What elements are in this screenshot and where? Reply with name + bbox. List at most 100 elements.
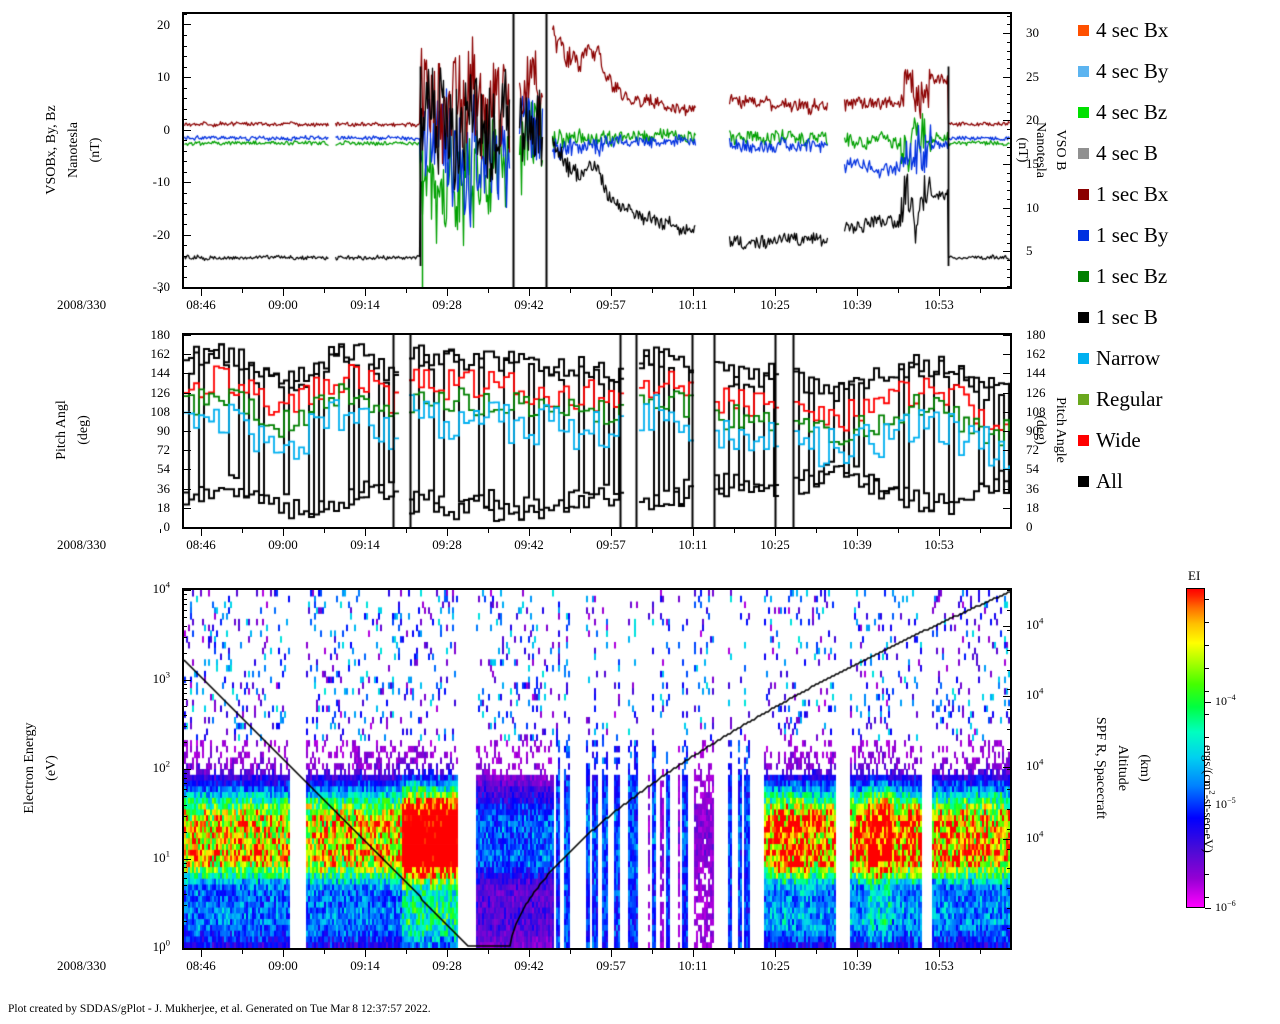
pitch-left-ticklabel-3: 126 (150, 384, 171, 400)
pitch-right-tick-9 (1003, 508, 1012, 509)
mag-right-minortick-8 (1007, 225, 1012, 226)
colorbar-minor-tick-2 (1205, 645, 1209, 647)
pitch-timelabel-1: 09:00 (268, 537, 298, 552)
pitch-timelabel-8: 10:39 (842, 537, 872, 552)
legend-item-1[interactable]: 4 sec By (1078, 51, 1278, 92)
mag-left-minortick--14 (182, 203, 187, 204)
tick-major-mag-5 (611, 289, 612, 296)
spec-right-minortick-17 (1007, 928, 1012, 929)
legend-label-2: 4 sec Bz (1096, 100, 1168, 124)
mag-left-tick-4 (182, 235, 191, 236)
tick-major-spec-9 (939, 950, 940, 957)
spec-timelabel-2: 09:14 (350, 958, 380, 973)
mag-timelabel-5: 09:57 (596, 297, 626, 312)
legend-item-8[interactable]: Narrow (1078, 338, 1278, 379)
mag-right-minortick-4 (1007, 260, 1012, 261)
spec-left-ticklabel-3: 101 (152, 848, 170, 865)
mag-left-minortick-6 (182, 98, 187, 99)
mag-left-tick-1 (182, 77, 191, 78)
pitch-timelabel-0: 08:46 (186, 537, 216, 552)
legend-item-11[interactable]: All (1078, 461, 1278, 502)
legend-label-8: Narrow (1096, 346, 1161, 370)
pitch-right-ticklabel-3: 126 (1026, 384, 1046, 400)
tick-minor-mag-8 (898, 289, 899, 293)
colorbar-minor-tick-7 (1205, 759, 1209, 761)
pitch-right-axis-title-1: (deg) (1033, 415, 1048, 445)
spec-timelabel-0: 08:46 (186, 958, 216, 973)
spec-right-tick-2 (1003, 767, 1012, 768)
tick-major-mag-2 (365, 289, 366, 296)
mag-right-minortick-32 (1007, 16, 1012, 17)
mag-right-minortick-23 (1007, 94, 1012, 95)
spec-left-minortick-0-9 (182, 863, 187, 864)
mag-right-tick-4 (1003, 208, 1012, 209)
spec-right-axis-title-2: (km) (1137, 754, 1152, 782)
mag-left-minortick-8 (182, 88, 187, 89)
spec-right-minortick-6 (1007, 709, 1012, 710)
pitch-right-tick-2 (1003, 373, 1012, 374)
pitch-left-tick-2 (182, 373, 191, 374)
tick-major-mag-7 (775, 289, 776, 296)
tick-minor-mag-3 (488, 289, 489, 293)
mag-timelabel-9: 10:53 (924, 297, 954, 312)
tick-major-pitch-8 (857, 529, 858, 536)
legend-swatch-10 (1078, 435, 1089, 446)
spec-timelabel-1: 09:00 (268, 958, 298, 973)
mag-right-ticklabel-2: 20 (1026, 112, 1039, 128)
legend-item-6[interactable]: 1 sec Bz (1078, 256, 1278, 297)
spec-left-minortick-0-6 (182, 878, 187, 879)
tick-major-mag-8 (857, 289, 858, 296)
pitch-left-ticklabel-7: 54 (157, 461, 170, 477)
pitch-right-ticklabel-7: 54 (1026, 461, 1039, 477)
legend-label-1: 4 sec By (1096, 59, 1169, 83)
spec-timelabel-5: 09:57 (596, 958, 626, 973)
mag-left-axis-title-2: (nT) (88, 137, 103, 162)
pitch-left-tick-10 (182, 527, 191, 528)
spec-left-minortick-1-9 (182, 773, 187, 774)
legend-item-2[interactable]: 4 sec Bz (1078, 92, 1278, 133)
spec-left-tick-2 (182, 769, 191, 770)
colorbar-tick-0 (1205, 701, 1211, 703)
colorbar-minor-tick-13 (1205, 896, 1209, 898)
spec-right-axis-title-1: Altitude (1115, 745, 1130, 791)
legend-item-7[interactable]: 1 sec B (1078, 297, 1278, 338)
legend-label-3: 4 sec B (1096, 141, 1158, 165)
tick-minor-mag-2 (406, 289, 407, 293)
tick-minor-mag-7 (816, 289, 817, 293)
mag-right-minortick-17 (1007, 147, 1012, 148)
legend-item-0[interactable]: 4 sec Bx (1078, 10, 1278, 51)
tick-minor-pitch-2 (406, 529, 407, 533)
pitch-left-ticklabel-10: 0 (163, 519, 171, 534)
mag-left-axis-title-1: Nanotesla (66, 121, 81, 178)
tick-major-pitch-9 (939, 529, 940, 536)
tick-minor-mag-4 (570, 289, 571, 293)
spec-left-ticklabel-0: 104 (152, 579, 170, 596)
legend-item-4[interactable]: 1 sec Bx (1078, 174, 1278, 215)
mag-timelabel-8: 10:39 (842, 297, 872, 312)
pitch-angle-panel (182, 333, 1012, 529)
tick-major-pitch-1 (283, 529, 284, 536)
mag-right-minortick-28 (1007, 51, 1012, 52)
spec-right-tick-0 (1003, 626, 1012, 627)
mag-right-minortick-31 (1007, 24, 1012, 25)
spec-right-tick-1 (1003, 696, 1012, 697)
mag-right-ticklabel-0: 30 (1026, 25, 1039, 41)
footer-credit: Plot created by SDDAS/gPlot - J. Mukherj… (8, 1003, 431, 1015)
mag-left-tick-2 (182, 130, 191, 131)
mag-left-minortick-4 (182, 109, 187, 110)
legend-item-3[interactable]: 4 sec B (1078, 133, 1278, 174)
pitch-right-tick-6 (1003, 450, 1012, 451)
tick-major-spec-7 (775, 950, 776, 957)
tick-major-mag-0 (201, 289, 202, 296)
mag-timelabel-2: 09:14 (350, 297, 380, 312)
tick-minor-pitch-5 (652, 529, 653, 533)
spec-date-label: 2008/330 (57, 958, 107, 973)
legend-item-10[interactable]: Wide (1078, 420, 1278, 461)
spec-left-minortick-2-2 (182, 742, 187, 743)
legend-item-5[interactable]: 1 sec By (1078, 215, 1278, 256)
mag-left-minortick--22 (182, 245, 187, 246)
mag-right-axis-title-0: VSO B (1053, 129, 1068, 170)
legend-item-9[interactable]: Regular (1078, 379, 1278, 420)
spec-right-minortick-13 (1007, 849, 1012, 850)
